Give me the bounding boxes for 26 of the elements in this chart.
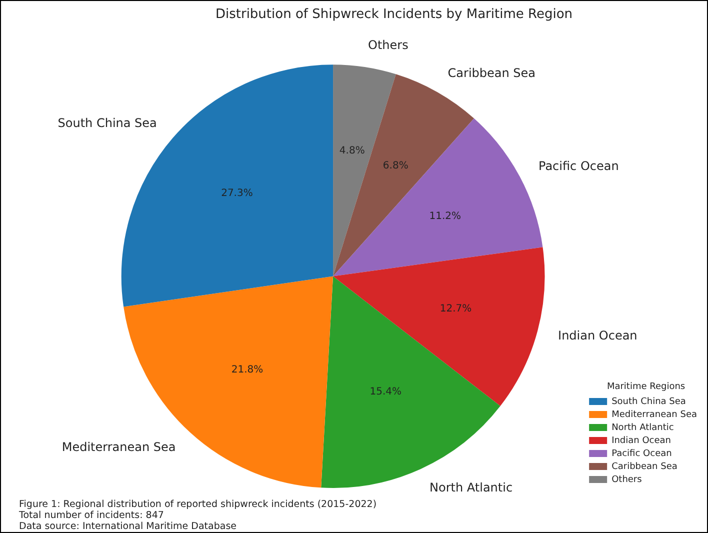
slice-label: Pacific Ocean <box>538 158 619 173</box>
caption: Figure 1: Regional distribution of reported shipwreck incidents (2015-2022) <box>19 499 377 510</box>
legend-label: North Atlantic <box>612 422 674 433</box>
slice-label: Mediterranean Sea <box>62 440 176 454</box>
slice-label: Indian Ocean <box>558 328 638 342</box>
slice-label: North Atlantic <box>430 480 513 494</box>
data-label: 4.8% <box>339 145 365 156</box>
data-label: 11.2% <box>429 211 461 222</box>
source-note: Data source: International Maritime Database <box>19 521 237 532</box>
data-label: 15.4% <box>370 386 402 398</box>
legend-label: South China Sea <box>612 396 686 407</box>
slice-label: South China Sea <box>58 116 157 130</box>
data-label: 21.8% <box>231 364 264 376</box>
slice-label: Caribbean Sea <box>448 66 536 80</box>
chart-title: Distribution of Shipwreck Incidents by Maritime Region <box>215 7 573 22</box>
slice-label: Others <box>368 38 408 52</box>
legend-label: Others <box>612 474 642 485</box>
data-label: 27.3% <box>221 188 253 199</box>
legend-title: Maritime Regions <box>606 382 686 392</box>
legend-label: Mediterranean Sea <box>612 410 698 420</box>
text: Total number of incidents: 847 <box>18 510 164 521</box>
data-label: 6.8% <box>382 160 408 172</box>
data-label: 12.7% <box>440 304 472 315</box>
legend-label: Caribbean Sea <box>612 462 678 472</box>
legend-label: Pacific Ocean <box>612 448 672 459</box>
legend-label: Indian Ocean <box>612 436 672 446</box>
